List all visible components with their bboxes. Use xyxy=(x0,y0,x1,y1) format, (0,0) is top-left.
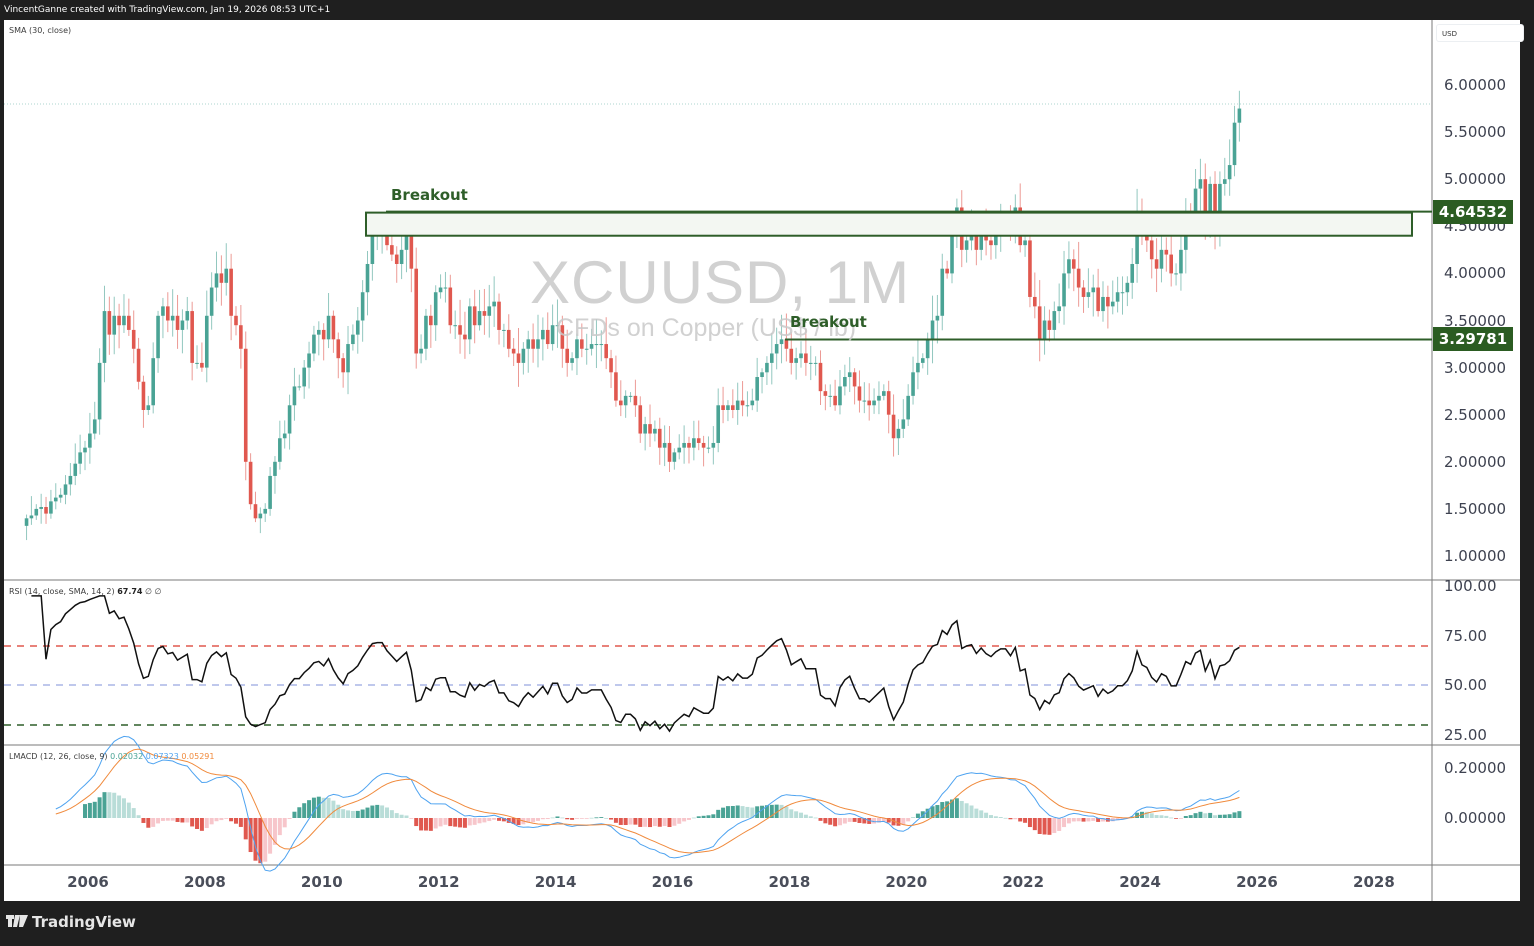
signal-line xyxy=(55,748,1240,854)
rsi-value: 67.74 xyxy=(117,587,143,596)
rsi-axis-label: 25.00 xyxy=(1444,726,1487,745)
time-axis-label: 2006 xyxy=(67,873,109,891)
time-axis-label: 2028 xyxy=(1353,873,1395,891)
tradingview-brand[interactable]: TradingView xyxy=(6,913,136,931)
price-tag-upper: 4.64532 xyxy=(1433,200,1513,224)
time-axis-label: 2024 xyxy=(1119,873,1161,891)
rsi-axis-label: 75.00 xyxy=(1444,626,1487,645)
price-axis-label: 2.50000 xyxy=(1444,405,1507,424)
rsi-line xyxy=(31,595,1240,733)
tradingview-logo-icon xyxy=(6,915,28,927)
macd-histogram xyxy=(83,792,1242,864)
currency-button[interactable]: USD xyxy=(1436,24,1524,42)
price-axis-label: 5.00000 xyxy=(1444,170,1507,189)
breakout-label-lower[interactable]: Breakout xyxy=(790,313,867,331)
symbol-description-watermark: CFDs on Copper (US$ / lb) xyxy=(556,314,857,342)
chart-frame xyxy=(4,20,1520,901)
time-axis-label: 2016 xyxy=(651,873,694,891)
time-axis-label: 2010 xyxy=(300,873,343,891)
macd-hist-value: 0.02032 xyxy=(110,752,144,761)
macd-legend[interactable]: LMACD (12, 26, close, 9) 0.02032 0.07323… xyxy=(9,752,215,761)
price-tag-lower: 3.29781 xyxy=(1433,327,1513,351)
price-axis-label: 3.00000 xyxy=(1444,358,1507,377)
footer-bar xyxy=(0,902,1534,946)
price-axis-label: 1.00000 xyxy=(1444,547,1507,565)
price-axis-label: 3.50000 xyxy=(1444,311,1507,330)
time-axis-label: 2026 xyxy=(1236,873,1278,891)
time-axis-label: 2020 xyxy=(885,873,928,891)
rsi-axis-label: 50.00 xyxy=(1444,676,1487,695)
attribution-text: VincentGanne created with TradingView.co… xyxy=(4,5,331,15)
macd-axis-label: 0.00000 xyxy=(1444,809,1507,827)
breakout-label-upper[interactable]: Breakout xyxy=(391,186,468,204)
attribution-bar: VincentGanne created with TradingView.co… xyxy=(0,0,1534,20)
macd-axis-label: 0.20000 xyxy=(1444,759,1507,777)
macd-line-value: 0.07323 xyxy=(145,752,179,761)
price-axis-label: 4.00000 xyxy=(1444,264,1507,283)
macd-signal-value: 0.05291 xyxy=(181,752,215,761)
symbol-watermark: XCUUSD, 1M xyxy=(530,249,911,316)
breakout-drawings[interactable] xyxy=(365,210,1432,341)
rsi-legend[interactable]: RSI (14, close, SMA, 14, 2) 67.74 ∅ ∅ xyxy=(9,587,162,596)
rsi-axis-label: 100.00 xyxy=(1444,577,1497,595)
rsi-na: ∅ ∅ xyxy=(145,587,162,596)
price-axis-label: 2.00000 xyxy=(1444,452,1507,471)
price-axis-label: 6.00000 xyxy=(1444,76,1507,94)
time-axis-label: 2022 xyxy=(1002,873,1045,891)
time-axis-label: 2018 xyxy=(768,873,811,891)
time-axis-label: 2008 xyxy=(184,873,226,891)
macd-line xyxy=(55,735,1240,872)
price-axis-label: 1.50000 xyxy=(1444,499,1507,518)
price-axis-label: 5.50000 xyxy=(1444,123,1507,142)
time-axis-label: 2012 xyxy=(417,873,460,891)
sma-legend[interactable]: SMA (30, close) xyxy=(9,26,72,35)
time-axis-label: 2014 xyxy=(534,873,577,891)
